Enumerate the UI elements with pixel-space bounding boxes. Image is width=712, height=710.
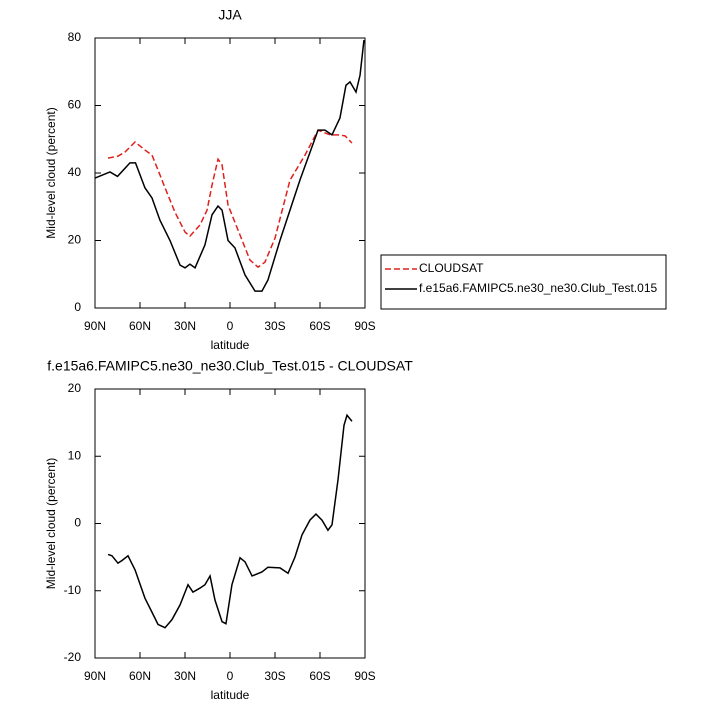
y-tick-label: 20 xyxy=(68,381,82,395)
x-tick-label: 30N xyxy=(174,319,196,333)
x-tick-label: 30S xyxy=(264,669,285,683)
x-tick-label: 30S xyxy=(264,319,285,333)
x-tick-label: 90N xyxy=(84,319,106,333)
plot-frame xyxy=(94,388,366,659)
legend-label: CLOUDSAT xyxy=(419,261,484,275)
y-tick-label: 10 xyxy=(68,448,82,462)
chart-title: f.e15a6.FAMIPC5.ne30_ne30.Club_Test.015 … xyxy=(47,358,413,374)
y-tick-label: 0 xyxy=(74,300,81,314)
y-axis-label: Mid-level cloud (percent) xyxy=(44,107,58,238)
y-tick-label: -10 xyxy=(64,583,82,597)
legend-box xyxy=(380,254,667,310)
x-tick-label: 60S xyxy=(309,669,330,683)
y-tick-label: 20 xyxy=(68,233,82,247)
series-line xyxy=(107,413,353,629)
x-axis-label: latitude xyxy=(211,688,250,702)
y-tick-label: 40 xyxy=(68,165,82,179)
y-tick-label: 80 xyxy=(68,30,82,44)
y-tick-label: 60 xyxy=(68,98,82,112)
x-tick-label: 60N xyxy=(129,669,151,683)
x-axis-label: latitude xyxy=(211,338,250,352)
x-tick-label: 90S xyxy=(354,669,375,683)
y-tick-label: -20 xyxy=(64,650,82,664)
x-tick-label: 60S xyxy=(309,319,330,333)
x-tick-label: 30N xyxy=(174,669,196,683)
y-axis-label: Mid-level cloud (percent) xyxy=(44,458,58,589)
chart-title: JJA xyxy=(218,7,242,23)
x-tick-label: 60N xyxy=(129,319,151,333)
legend-label: f.e15a6.FAMIPC5.ne30_ne30.Club_Test.015 xyxy=(419,281,657,295)
series-line xyxy=(107,129,353,269)
plot-frame xyxy=(94,37,366,309)
x-tick-label: 0 xyxy=(227,669,234,683)
x-tick-label: 90N xyxy=(84,669,106,683)
y-tick-label: 0 xyxy=(74,516,81,530)
x-tick-label: 0 xyxy=(227,319,234,333)
series-line xyxy=(94,39,365,292)
x-tick-label: 90S xyxy=(354,319,375,333)
